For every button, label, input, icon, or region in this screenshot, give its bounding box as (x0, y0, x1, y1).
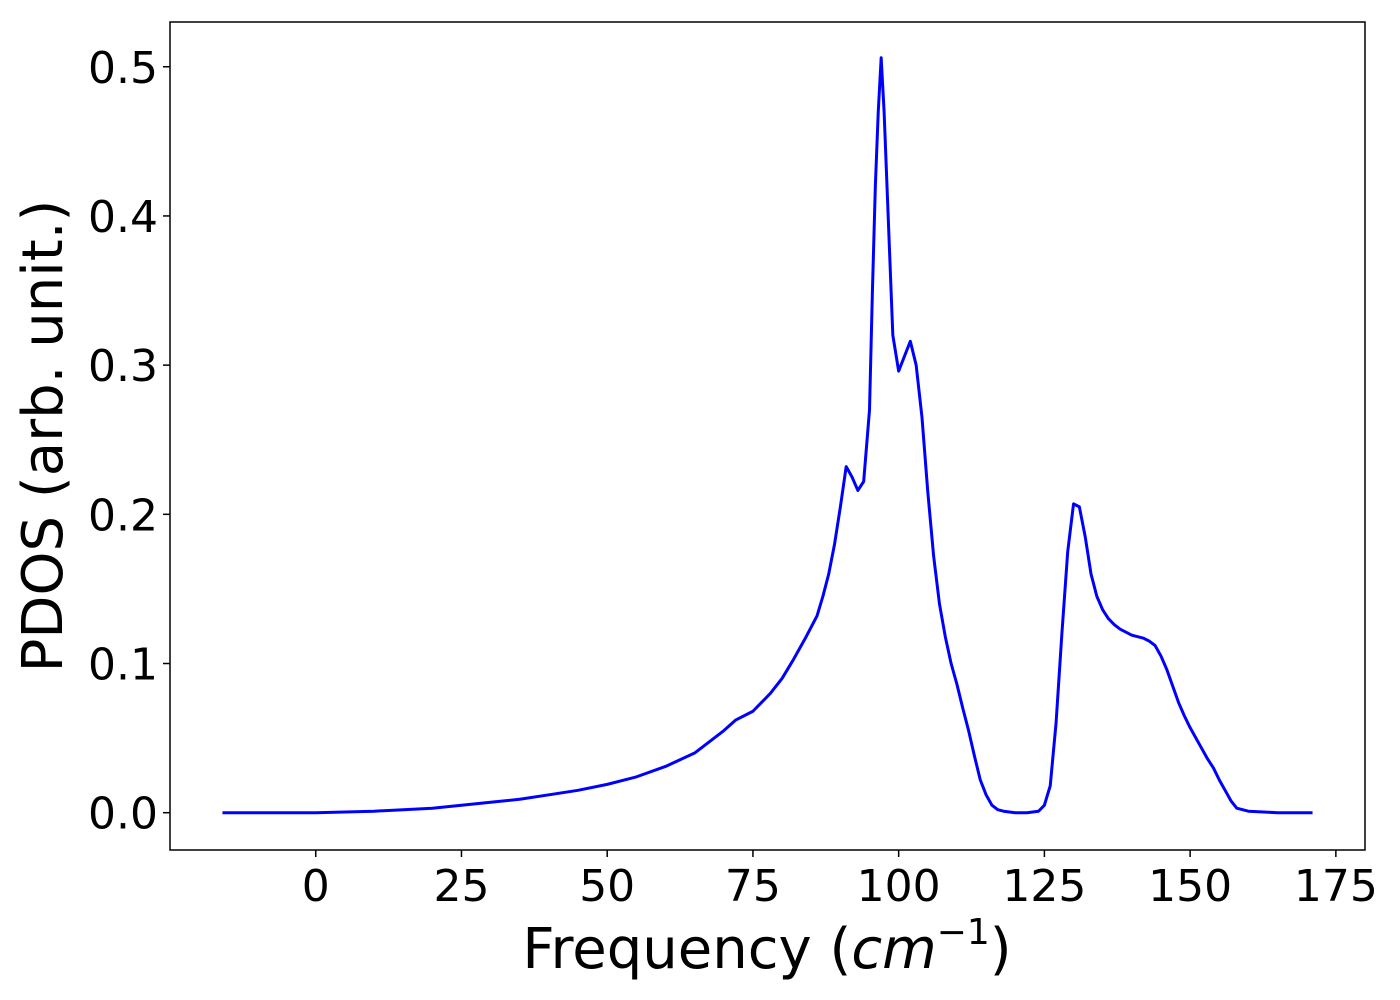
x-tick-label: 0 (302, 861, 330, 912)
x-tick-label: 100 (857, 861, 941, 912)
x-axis-label-close: ) (990, 917, 1012, 982)
y-tick-label: 0.2 (88, 490, 158, 541)
y-axis-label: PDOS (arb. unit.) (11, 200, 76, 673)
y-tick-label: 0.5 (88, 43, 158, 94)
x-tick-label: 125 (1002, 861, 1086, 912)
x-tick-label: 25 (433, 861, 489, 912)
x-axis-label-sup: −1 (937, 912, 990, 953)
x-axis-ticks: 0 25 50 75 100 125 150 175 (302, 850, 1378, 912)
plot-frame (169, 21, 1366, 851)
x-axis-label-main: Frequency ( (522, 917, 851, 982)
x-tick-label: 50 (579, 861, 635, 912)
x-axis-label: Frequency (cm−1) (522, 912, 1011, 982)
x-tick-label: 175 (1294, 861, 1378, 912)
x-axis-label-math: cm (851, 917, 936, 982)
y-axis-ticks: 0.0 0.1 0.2 0.3 0.4 0.5 (88, 43, 170, 840)
x-tick-label: 75 (725, 861, 781, 912)
y-tick-label: 0.1 (88, 640, 158, 691)
y-tick-label: 0.4 (88, 192, 158, 243)
x-tick-label: 150 (1148, 861, 1232, 912)
y-tick-label: 0.0 (88, 789, 158, 840)
pdos-series-line (222, 56, 1313, 815)
y-tick-label: 0.3 (88, 341, 158, 392)
